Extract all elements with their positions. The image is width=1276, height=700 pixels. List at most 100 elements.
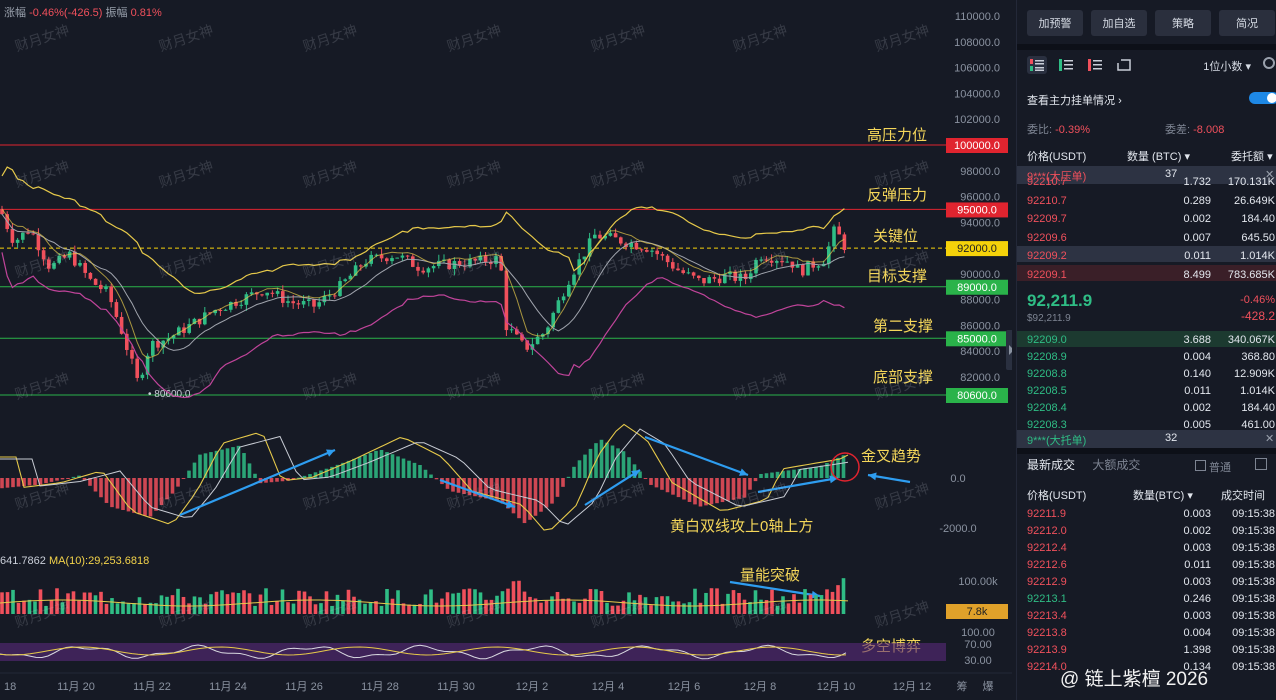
macd-histogram-bar xyxy=(302,475,307,478)
asks-only-view-icon[interactable] xyxy=(1085,56,1105,74)
strategy-button[interactable]: 策略 xyxy=(1155,10,1211,36)
trade-total: 09:15:38 xyxy=(1232,525,1275,537)
trade-row[interactable]: 92213.4 0.003 09:15:38 xyxy=(1017,608,1276,624)
macd-histogram-bar xyxy=(291,478,296,480)
candle-body xyxy=(31,233,35,235)
trade-row[interactable]: 92213.8 0.004 09:15:38 xyxy=(1017,625,1276,641)
depth-select[interactable]: 1位小数 ▾ xyxy=(1203,58,1251,74)
settings-icon[interactable] xyxy=(1263,57,1275,69)
volume-bar xyxy=(192,596,197,614)
chart-area[interactable]: 110000.0 108000.0 106000.0 104000.0 102000.0… xyxy=(0,0,1012,700)
close-icon[interactable]: ✕ xyxy=(1265,433,1275,445)
main-orders-toggle[interactable] xyxy=(1249,92,1276,104)
ask-row[interactable]: 92210.7 1.732 170.131K xyxy=(1017,174,1276,190)
volume-bar xyxy=(181,596,186,614)
layout-icon[interactable] xyxy=(1255,458,1267,470)
ask-row[interactable]: 92209.2 0.011 1.014K xyxy=(1017,248,1276,264)
macd-histogram-bar xyxy=(726,478,730,501)
volume-bar xyxy=(390,598,395,614)
macd-histogram-bar xyxy=(313,472,318,478)
macd-histogram-bar xyxy=(616,448,620,478)
ask-row[interactable]: 92210.7 0.289 26.649K xyxy=(1017,193,1276,209)
tab-big-trades[interactable]: 大额成交 xyxy=(1092,458,1141,472)
trade-row[interactable]: 92213.9 1.398 09:15:38 xyxy=(1017,642,1276,658)
candle-body xyxy=(135,358,139,378)
macd-histogram-bar xyxy=(236,445,241,478)
bid-total: 1.014K xyxy=(1240,385,1275,397)
candle-body xyxy=(634,242,639,250)
bid-row[interactable]: 92208.3 0.005 461.00 xyxy=(1017,417,1276,433)
ask-row[interactable]: 92209.7 0.002 184.40 xyxy=(1017,211,1276,227)
macd-histogram-bar xyxy=(396,456,400,478)
big-ask-banner[interactable]: 9***(大压单) 37 ✕ xyxy=(1017,166,1276,184)
trade-row[interactable]: 92213.1 0.246 09:15:38 xyxy=(1017,591,1276,607)
add-watchlist-button[interactable]: 加自选 xyxy=(1091,10,1147,36)
bid-row[interactable]: 92208.8 0.140 12.909K xyxy=(1017,366,1276,382)
volume-bar xyxy=(555,591,560,614)
bid-row[interactable]: 92208.9 0.004 368.80 xyxy=(1017,349,1276,365)
close-icon[interactable]: ✕ xyxy=(1265,169,1275,181)
macd-histogram-bar xyxy=(764,473,769,478)
macd-histogram-bar xyxy=(16,478,21,487)
big-bid-qty: 32 xyxy=(1165,432,1178,444)
big-bid-banner[interactable]: 9***(大托单) 32 ✕ xyxy=(1017,430,1276,448)
normal-checkbox[interactable] xyxy=(1195,460,1206,471)
col-total-header[interactable]: 委托额 ▾ xyxy=(1231,148,1273,164)
volume-bar xyxy=(550,596,554,614)
trade-row[interactable]: 92212.6 0.011 09:15:38 xyxy=(1017,557,1276,573)
bid-row[interactable]: 92208.5 0.011 1.014K xyxy=(1017,383,1276,399)
volume-bar xyxy=(132,602,136,614)
trade-row[interactable]: 92212.0 0.002 09:15:38 xyxy=(1017,523,1276,539)
trade-row[interactable]: 92212.9 0.003 09:15:38 xyxy=(1017,574,1276,590)
ask-qty: 1.732 xyxy=(1183,176,1211,188)
macd-histogram-bar xyxy=(731,478,736,500)
compact-view-icon[interactable] xyxy=(1114,56,1134,74)
both-sides-view-icon[interactable] xyxy=(1027,56,1047,74)
trade-row[interactable]: 92211.9 0.003 09:15:38 xyxy=(1017,506,1276,522)
ask-price: 92209.1 xyxy=(1027,268,1067,281)
volume-bar xyxy=(269,604,274,614)
trade-total: 09:15:38 xyxy=(1232,610,1275,622)
x-axis-label: 11月 20 xyxy=(57,681,95,693)
rsi-axis-label: 30.00 xyxy=(964,655,992,667)
bid-row[interactable]: 92209.0 3.688 340.067K xyxy=(1017,332,1276,348)
ask-total: 645.50 xyxy=(1241,231,1275,244)
volume-bar xyxy=(704,592,708,614)
panel-collapse-handle[interactable] xyxy=(1006,330,1012,370)
trade-total: 09:15:38 xyxy=(1232,576,1275,588)
volume-bar xyxy=(308,596,312,614)
trade-col-qty[interactable]: 数量(BTC) ▾ xyxy=(1133,487,1193,503)
bids-only-view-icon[interactable] xyxy=(1056,56,1076,74)
macd-histogram-bar xyxy=(374,450,378,478)
candle-body xyxy=(379,254,384,259)
overview-button[interactable]: 简况 xyxy=(1219,10,1275,36)
macd-histogram-bar xyxy=(654,478,659,488)
view-main-orders-link[interactable]: 查看主力挂单情况 › xyxy=(1027,92,1122,108)
candle-body xyxy=(728,271,732,275)
normal-label: 普通 xyxy=(1209,462,1231,474)
candle-body xyxy=(145,355,150,375)
ask-row[interactable]: 92209.1 8.499 783.685K xyxy=(1017,267,1276,283)
trend-arrow xyxy=(439,478,516,509)
volume-bar xyxy=(115,603,120,614)
macd-histogram-bar xyxy=(93,478,98,492)
price-chart[interactable]: 110000.0 108000.0 106000.0 104000.0 102000.0… xyxy=(0,0,1012,700)
bid-row[interactable]: 92208.4 0.002 184.40 xyxy=(1017,400,1276,416)
ask-total: 1.014K xyxy=(1240,250,1275,262)
divider xyxy=(1017,44,1276,50)
tab-latest-trades[interactable]: 最新成交 xyxy=(1027,458,1076,472)
candle-body xyxy=(348,275,353,280)
add-alert-button[interactable]: 加预警 xyxy=(1027,10,1083,36)
trade-row[interactable]: 92214.0 0.134 09:15:38 xyxy=(1017,659,1276,675)
candle-body xyxy=(660,254,665,256)
col-qty-header[interactable]: 数量 (BTC) ▾ xyxy=(1127,148,1190,164)
ask-row[interactable]: 92209.6 0.007 645.50 xyxy=(1017,230,1276,246)
view-main-label: 查看主力挂单情况 xyxy=(1027,95,1115,107)
volume-bar xyxy=(27,599,32,614)
candle-body xyxy=(140,374,145,378)
candle-body xyxy=(156,340,160,348)
ma-prefix: 641.7862 xyxy=(0,555,46,567)
candle-body xyxy=(416,266,420,271)
trade-row[interactable]: 92212.4 0.003 09:15:38 xyxy=(1017,540,1276,556)
volume-bar xyxy=(137,597,142,614)
